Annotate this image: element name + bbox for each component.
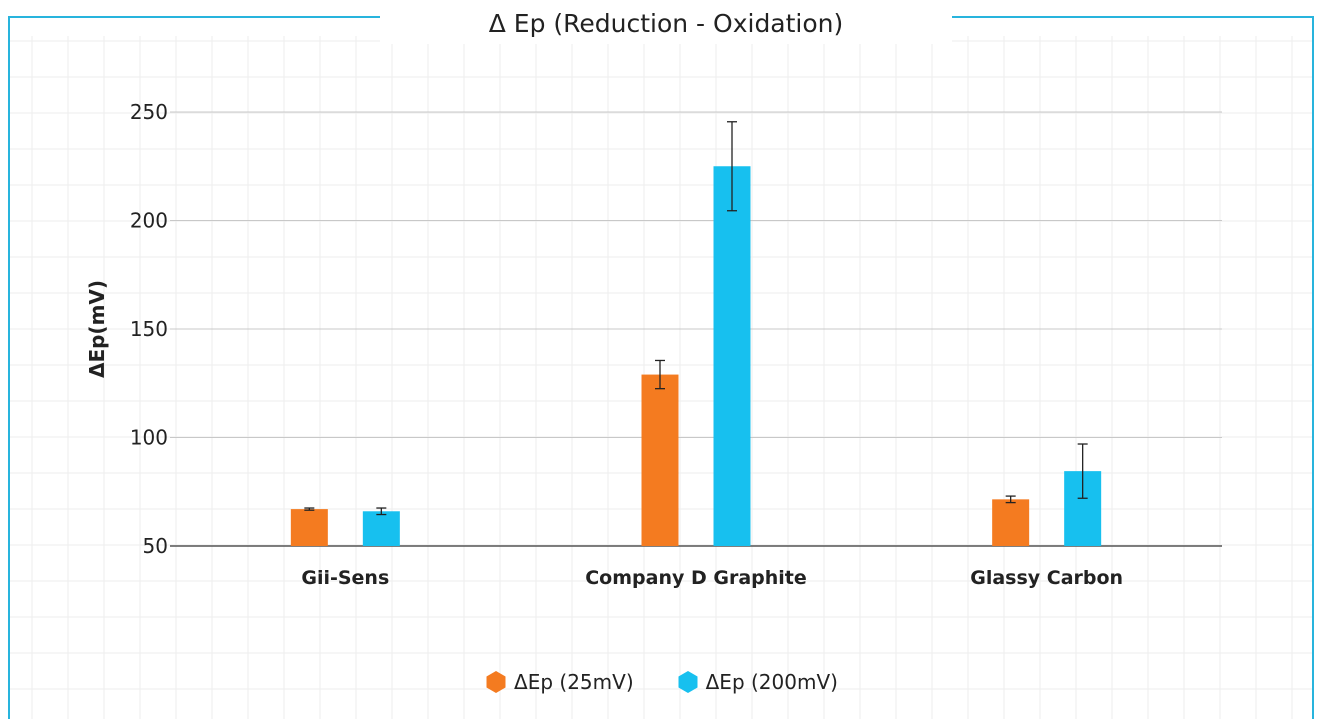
chart-legend: ΔEp (25mV) ΔEp (200mV) <box>0 664 1322 700</box>
bar <box>713 166 751 546</box>
chart-title: Δ Ep (Reduction - Oxidation) <box>380 4 952 44</box>
y-tick-label: 150 <box>130 317 168 341</box>
x-tick-label: Gii-Sens <box>301 567 389 589</box>
y-tick-label: 200 <box>130 209 168 233</box>
legend-marker-25mv <box>486 671 506 693</box>
legend-label-25mv: ΔEp (25mV) <box>514 670 634 694</box>
bar <box>290 509 328 546</box>
y-tick-label: 250 <box>130 100 168 124</box>
legend-label-200mv: ΔEp (200mV) <box>705 670 838 694</box>
y-tick-label: 100 <box>130 426 168 450</box>
bar <box>362 511 400 546</box>
legend-item-200mv: ΔEp (200mV) <box>676 670 838 694</box>
chart-frame <box>8 16 1314 719</box>
y-tick-label: 50 <box>143 534 168 558</box>
legend-marker-200mv <box>678 671 698 693</box>
bar <box>641 374 679 546</box>
y-axis-label: ΔEp(mV) <box>85 280 109 378</box>
bar <box>992 499 1030 546</box>
x-tick-label: Company D Graphite <box>585 567 807 589</box>
legend-item-25mv: ΔEp (25mV) <box>484 670 634 694</box>
x-tick-label: Glassy Carbon <box>970 567 1123 589</box>
